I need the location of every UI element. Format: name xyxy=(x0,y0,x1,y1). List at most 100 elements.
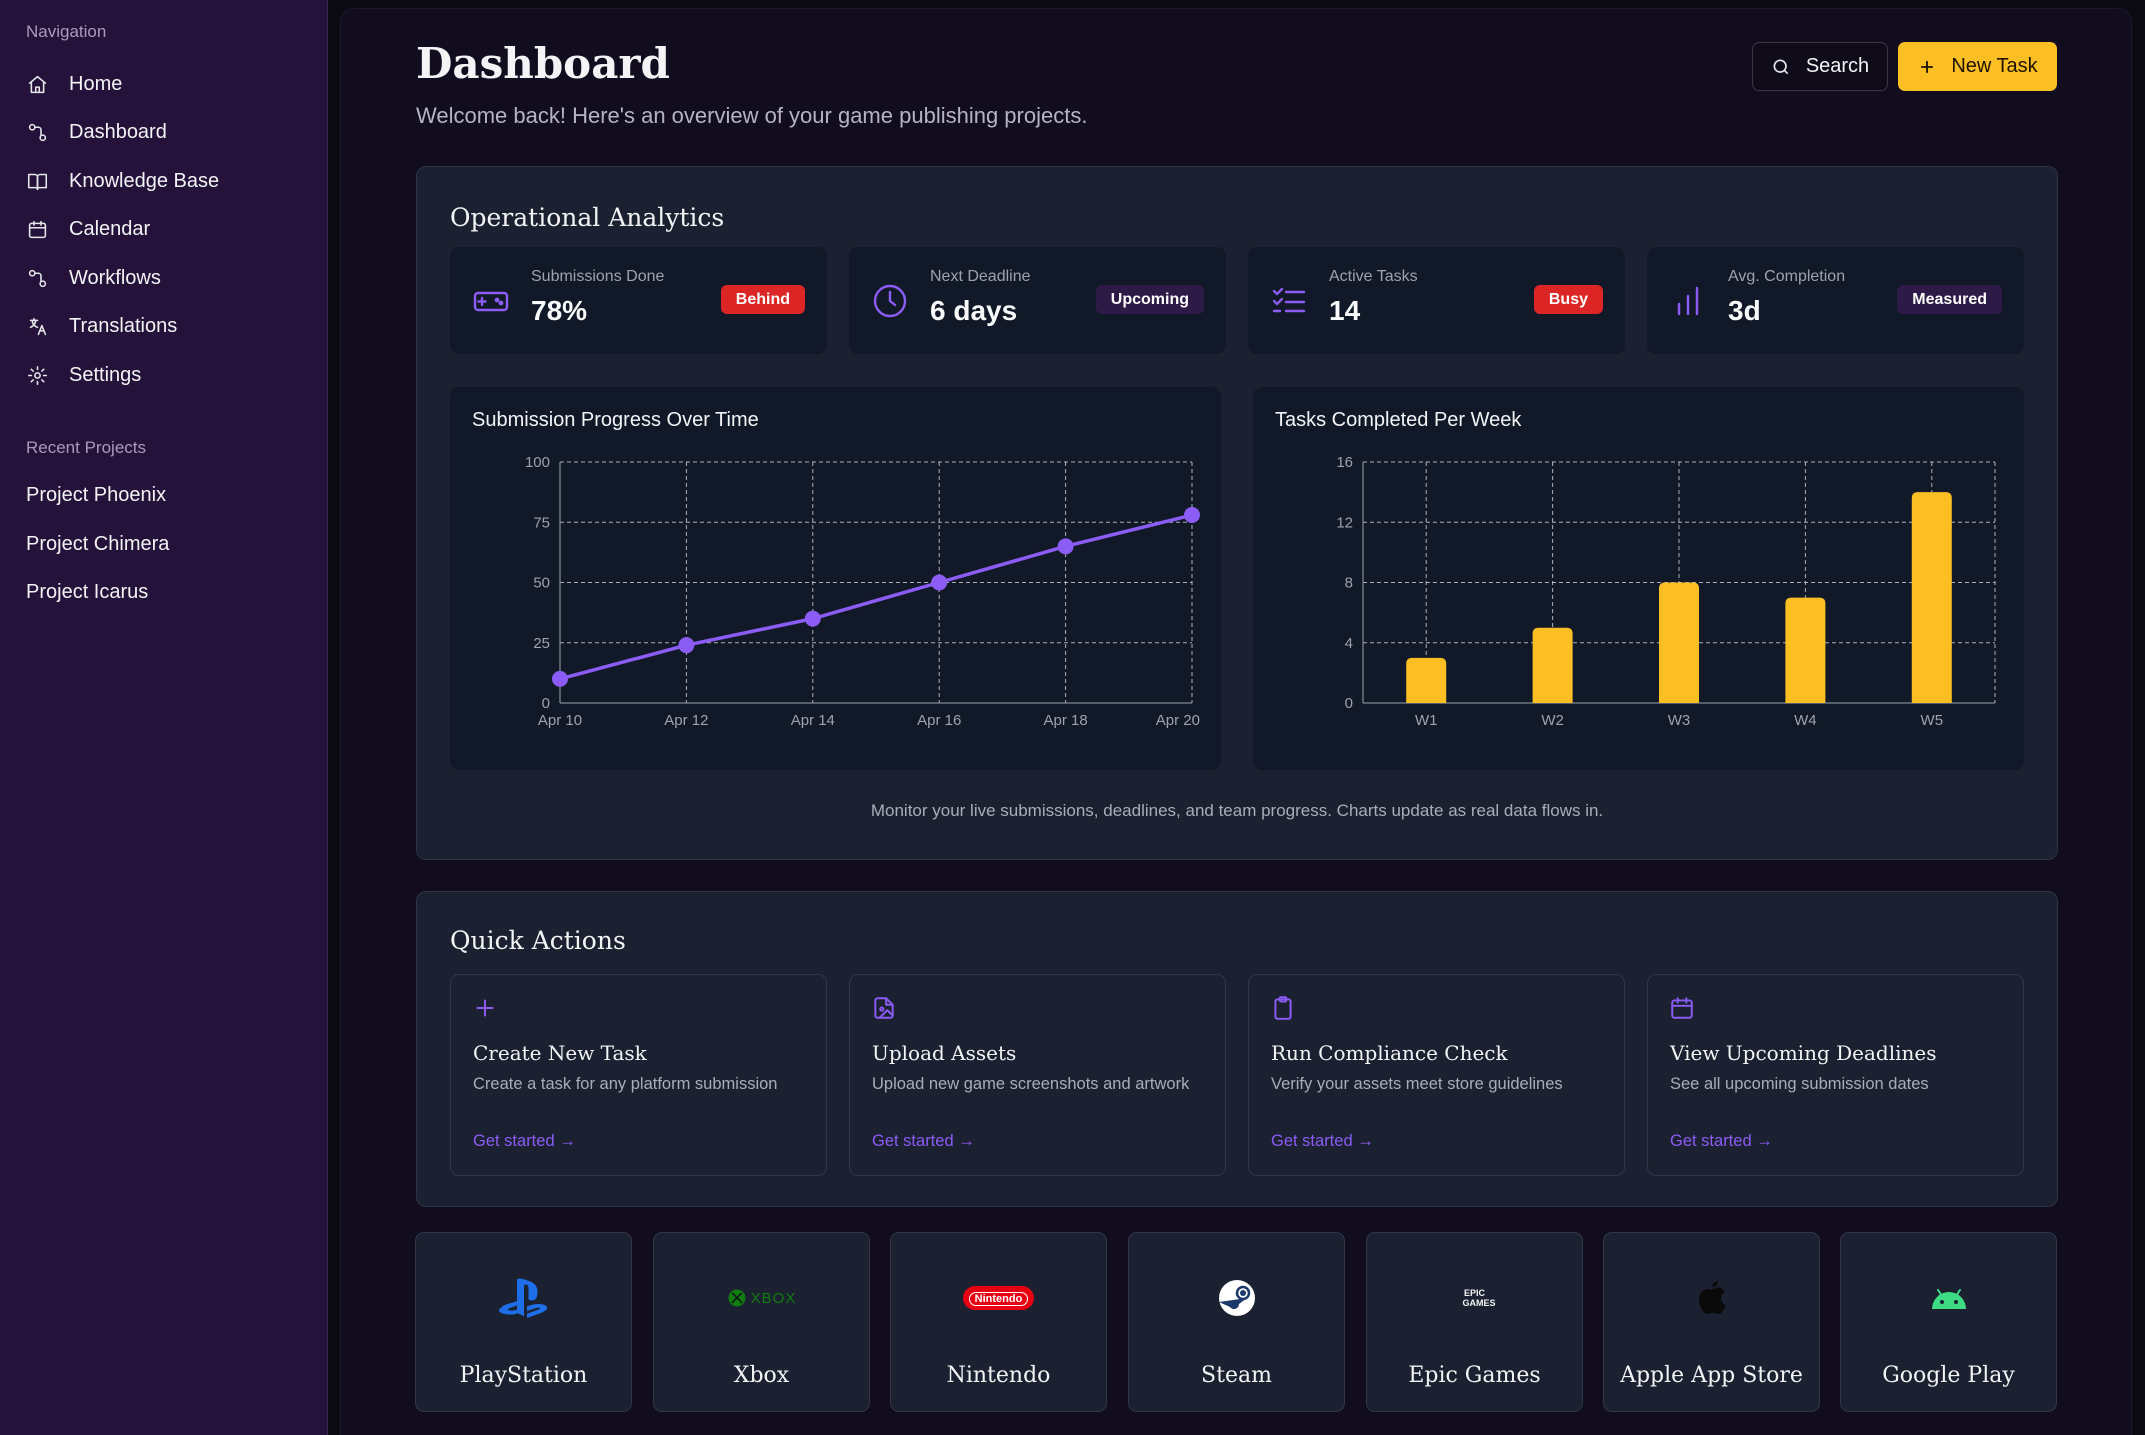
platform-tile-google-play[interactable]: Google Play xyxy=(1840,1232,2057,1412)
book-icon xyxy=(26,170,48,192)
calendar-icon xyxy=(26,219,48,241)
sidebar-item-calendar[interactable]: Calendar xyxy=(0,206,327,255)
platform-tile-epic-games[interactable]: EPIC GAMES Epic Games xyxy=(1366,1232,1583,1412)
platform-name: Epic Games xyxy=(1408,1363,1541,1388)
x-tick-label: Apr 10 xyxy=(538,712,582,729)
y-tick-label: 16 xyxy=(1336,454,1353,471)
get-started-link[interactable]: Get started → xyxy=(473,1132,576,1150)
platform-tile-xbox[interactable]: XBOX Xbox xyxy=(653,1232,870,1412)
plus-icon xyxy=(1921,60,1934,73)
sidebar-item-translations[interactable]: Translations xyxy=(0,303,327,352)
chart-title: Submission Progress Over Time xyxy=(472,409,759,431)
bar-chart: 0 4 8 12 16 W1 W2 W3 W4 W5 xyxy=(1336,454,1996,729)
xbox-logo-icon: XBOX xyxy=(654,1273,869,1323)
data-point xyxy=(552,670,568,687)
sidebar-item-label: Workflows xyxy=(69,266,161,289)
data-point xyxy=(804,610,821,627)
stat-card: Active Tasks 14 Busy xyxy=(1248,247,1625,354)
nintendo-wordmark: Nintendo xyxy=(968,1292,1029,1306)
project-link[interactable]: Project Phoenix xyxy=(26,484,167,507)
recent-projects-heading: Recent Projects xyxy=(26,437,146,457)
x-tick-label: W5 xyxy=(1921,712,1944,729)
x-tick-label: Apr 18 xyxy=(1043,712,1087,729)
data-point xyxy=(678,637,695,654)
platform-name: Nintendo xyxy=(946,1363,1051,1388)
platform-name: PlayStation xyxy=(459,1363,588,1388)
sidebar-item-dashboard[interactable]: Dashboard xyxy=(0,109,327,158)
x-tick-label: Apr 12 xyxy=(664,712,708,729)
platform-tile-playstation[interactable]: PlayStation xyxy=(415,1232,632,1412)
clipboard-icon xyxy=(1270,995,1296,1021)
sidebar-item-label: Calendar xyxy=(69,218,151,241)
playstation-logo-icon xyxy=(416,1273,631,1323)
project-link[interactable]: Project Chimera xyxy=(26,532,170,555)
status-badge: Measured xyxy=(1897,285,2002,314)
quick-action-card[interactable]: Create New Task Create a task for any pl… xyxy=(450,974,827,1176)
quick-action-title: View Upcoming Deadlines xyxy=(1670,1041,1937,1065)
new-task-button[interactable]: New Task xyxy=(1898,42,2057,91)
x-tick-label: Apr 14 xyxy=(791,712,835,729)
platform-name: Apple App Store xyxy=(1620,1363,1803,1388)
y-tick-label: 75 xyxy=(533,514,550,531)
sidebar-item-workflows[interactable]: Workflows xyxy=(0,254,327,303)
series-line xyxy=(559,513,1193,681)
y-tick-label: 8 xyxy=(1345,575,1353,592)
y-tick-label: 100 xyxy=(525,454,550,471)
platform-name: Steam xyxy=(1201,1363,1272,1388)
line-chart-card: Submission Progress Over Time 0 25 50 75 100… xyxy=(450,387,1221,770)
quick-action-card[interactable]: Run Compliance Check Verify your assets … xyxy=(1248,974,1625,1176)
plus-icon xyxy=(472,995,498,1021)
stat-label: Next Deadline xyxy=(930,268,1031,285)
quick-action-title: Upload Assets xyxy=(872,1041,1017,1065)
quick-action-card[interactable]: Upload Assets Upload new game screenshot… xyxy=(849,974,1226,1176)
apple-logo-icon xyxy=(1604,1273,1819,1323)
platform-tile-steam[interactable]: Steam xyxy=(1128,1232,1345,1412)
x-tick-label: W2 xyxy=(1541,712,1564,729)
project-link[interactable]: Project Icarus xyxy=(26,581,149,604)
stat-value: 3d xyxy=(1728,295,1761,326)
sidebar-item-label: Home xyxy=(69,72,123,95)
platform-tile-apple-app-store[interactable]: Apple App Store xyxy=(1603,1232,1820,1412)
chart-title: Tasks Completed Per Week xyxy=(1275,409,1522,431)
quick-action-desc: Upload new game screenshots and artwork xyxy=(872,1075,1190,1093)
y-tick-label: 50 xyxy=(533,575,550,592)
data-point xyxy=(1184,507,1200,524)
nav-heading: Navigation xyxy=(26,22,107,41)
stat-card: Next Deadline 6 days Upcoming xyxy=(849,247,1226,354)
search-button[interactable]: Search xyxy=(1752,42,1888,91)
sidebar-item-home[interactable]: Home xyxy=(0,60,327,109)
status-badge: Busy xyxy=(1533,285,1603,314)
stat-value: 14 xyxy=(1329,295,1361,326)
sidebar-item-knowledge-base[interactable]: Knowledge Base xyxy=(0,157,327,206)
gamepad-icon xyxy=(472,282,510,320)
translate-icon xyxy=(26,316,48,338)
quick-action-desc: Verify your assets meet store guidelines xyxy=(1271,1075,1563,1093)
y-tick-label: 4 xyxy=(1345,635,1353,652)
quick-action-desc: See all upcoming submission dates xyxy=(1670,1075,1929,1093)
stat-label: Active Tasks xyxy=(1329,268,1418,285)
bar xyxy=(1785,597,1826,703)
get-started-link[interactable]: Get started → xyxy=(1670,1132,1773,1150)
data-point xyxy=(931,574,948,591)
bar xyxy=(1659,582,1699,703)
quick-action-desc: Create a task for any platform submissio… xyxy=(473,1075,778,1093)
bar xyxy=(1532,627,1573,703)
platform-tile-nintendo[interactable]: Nintendo Nintendo xyxy=(890,1232,1107,1412)
quick-action-title: Run Compliance Check xyxy=(1271,1041,1508,1065)
clock-icon xyxy=(871,282,909,320)
quick-action-card[interactable]: View Upcoming Deadlines See all upcoming… xyxy=(1647,974,2024,1176)
status-badge: Behind xyxy=(720,285,805,314)
x-tick-label: Apr 16 xyxy=(917,712,961,729)
quick-actions-title: Quick Actions xyxy=(450,926,626,955)
get-started-link[interactable]: Get started → xyxy=(1271,1132,1374,1150)
bar-chart-card: Tasks Completed Per Week 0 4 8 12 16 W1 W2 W3 W4… xyxy=(1253,387,2024,770)
stat-card: Submissions Done 78% Behind xyxy=(450,247,827,354)
home-icon xyxy=(26,73,48,95)
sidebar-item-settings[interactable]: Settings xyxy=(0,351,327,400)
status-badge: Upcoming xyxy=(1095,285,1204,314)
steam-logo-icon xyxy=(1129,1273,1344,1323)
get-started-link[interactable]: Get started → xyxy=(872,1132,975,1150)
y-tick-label: 12 xyxy=(1336,514,1353,531)
epic-games-logo-icon: EPIC GAMES xyxy=(1367,1273,1582,1323)
checklist-icon xyxy=(1270,282,1308,320)
